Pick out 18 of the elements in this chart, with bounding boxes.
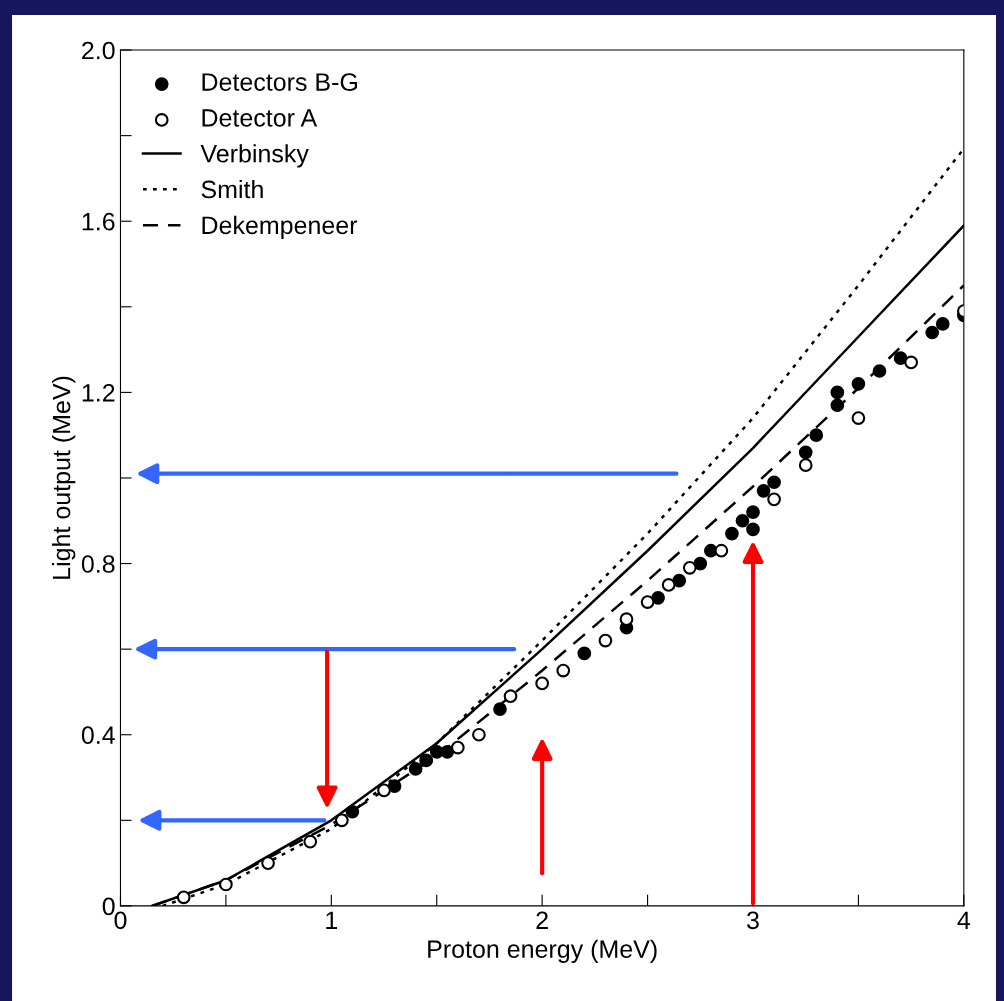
y-axis-title: Light output (MeV) xyxy=(52,376,76,579)
legend-label: Dekempeneer xyxy=(202,215,358,240)
x-axis-title: Proton energy (MeV) xyxy=(428,939,657,963)
y-tick-label: 2.0 xyxy=(82,41,115,60)
legend-label: Verbinsky xyxy=(200,144,309,168)
legend-label: Detectors B-G xyxy=(202,73,357,91)
y-tick-label: 1.2 xyxy=(82,383,115,402)
y-tick-label: 0.8 xyxy=(81,555,115,573)
y-tick-label: 0.4 xyxy=(81,726,115,745)
x-tick-label: 3 xyxy=(747,911,759,930)
x-tick-label: 4 xyxy=(957,911,971,929)
legend-label: Smith xyxy=(201,179,263,199)
x-tick-label: 0 xyxy=(114,911,127,930)
x-tick-label: 1 xyxy=(326,911,338,929)
legend-label: Detector A xyxy=(202,109,318,127)
x-tick-label: 2 xyxy=(536,911,548,929)
y-tick-label: 0 xyxy=(102,897,115,916)
y-tick-label: 1.6 xyxy=(82,212,115,231)
